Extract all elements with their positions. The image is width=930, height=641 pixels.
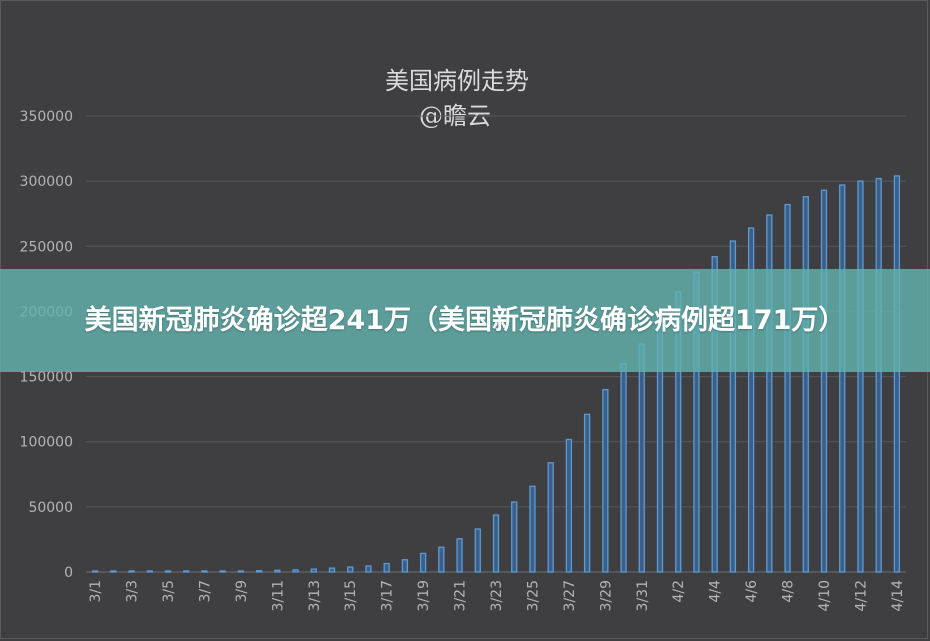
x-tick-label: 4/10 <box>817 580 833 611</box>
x-tick-label: 3/5 <box>161 580 177 603</box>
bar <box>492 514 500 573</box>
bar <box>164 570 172 573</box>
bar <box>711 256 718 573</box>
x-tick-label: 3/3 <box>125 580 141 603</box>
bar <box>784 203 791 573</box>
bars <box>91 175 901 573</box>
headline-banner: 美国新冠肺炎确诊超241万（美国新冠肺炎确诊病例超171万） <box>0 269 930 372</box>
bar <box>237 570 245 573</box>
chart-title: 美国病例走势 <box>385 67 529 95</box>
bar <box>255 570 263 573</box>
bar <box>583 413 591 573</box>
bar <box>766 214 773 573</box>
x-tick-label: 4/8 <box>781 580 797 603</box>
x-tick-label: 3/17 <box>380 580 396 611</box>
x-tick-label: 3/1 <box>88 580 104 603</box>
x-tick-label: 3/29 <box>598 580 614 611</box>
bar <box>146 570 153 573</box>
x-tick-label: 3/27 <box>562 580 578 611</box>
bar <box>365 565 372 573</box>
y-tick-label: 250000 <box>20 239 73 255</box>
y-tick-label: 50000 <box>28 500 73 516</box>
x-tick-label: 4/4 <box>708 580 724 603</box>
y-tick-label: 150000 <box>20 370 73 386</box>
bar <box>620 362 627 573</box>
bar <box>839 184 846 573</box>
bar <box>292 569 299 573</box>
bar <box>565 438 573 573</box>
x-tick-label: 3/23 <box>489 580 505 611</box>
bar <box>820 189 828 573</box>
bar <box>401 559 409 573</box>
x-tick-label: 3/13 <box>307 580 323 611</box>
x-tick-label: 3/25 <box>525 580 541 611</box>
bar <box>511 501 518 573</box>
bar <box>893 175 901 573</box>
y-tick-label: 100000 <box>20 435 73 451</box>
headline-text: 美国新冠肺炎确诊超241万（美国新冠肺炎确诊病例超171万） <box>84 304 846 336</box>
x-tick-label: 4/6 <box>744 580 760 603</box>
bar <box>328 567 336 573</box>
bar <box>456 538 463 573</box>
bar <box>183 570 190 573</box>
x-tick-label: 3/11 <box>270 580 286 611</box>
bar <box>802 196 809 573</box>
bar <box>347 566 354 573</box>
bar <box>128 570 135 573</box>
bar <box>857 180 864 573</box>
bar <box>875 177 882 573</box>
bar <box>419 552 427 573</box>
bar <box>219 570 226 573</box>
bar <box>383 562 390 573</box>
x-tick-label: 3/9 <box>234 580 250 603</box>
bar <box>747 227 755 573</box>
y-tick-label: 300000 <box>20 174 73 190</box>
y-tick-label: 350000 <box>20 109 73 125</box>
bar <box>547 462 554 573</box>
bar <box>274 569 281 573</box>
bar <box>310 568 317 573</box>
y-tick-label: 0 <box>64 565 73 581</box>
bar <box>438 546 445 573</box>
bar <box>602 388 609 573</box>
x-tick-label: 3/21 <box>453 580 469 611</box>
x-tick-label: 4/12 <box>853 580 869 611</box>
bar <box>729 240 737 573</box>
x-tick-label: 3/15 <box>343 580 359 611</box>
x-tick-label: 3/31 <box>635 580 651 611</box>
bar <box>529 485 536 573</box>
bar <box>110 570 117 573</box>
bar <box>201 570 208 573</box>
x-tick-label: 3/19 <box>416 580 432 611</box>
bar <box>638 343 645 573</box>
x-tick-label: 4/2 <box>671 580 687 603</box>
x-axis: 3/1 3/3 3/5 3/7 3/9 3/11 3/13 3/15 3/17 3/19 3/21 3… <box>88 580 906 612</box>
x-tick-label: 4/14 <box>890 580 906 612</box>
x-tick-label: 3/7 <box>197 580 213 603</box>
bar <box>91 570 99 573</box>
bar <box>474 528 481 573</box>
